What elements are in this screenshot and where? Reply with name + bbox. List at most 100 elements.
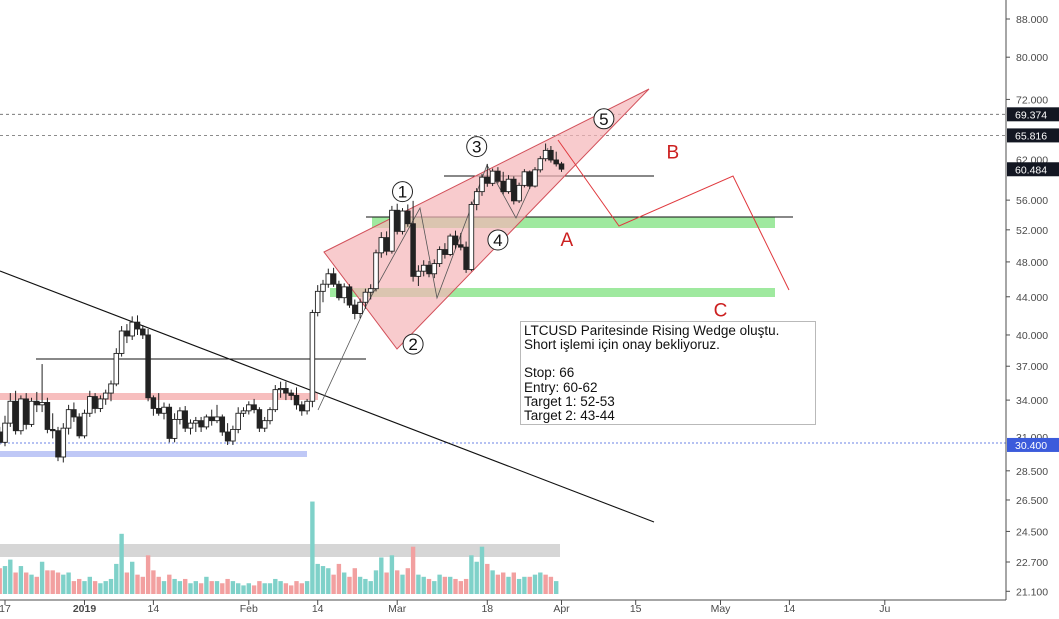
candle-body (309, 312, 316, 402)
candle-body (55, 430, 61, 458)
volume-bar (161, 581, 167, 594)
candle-body (341, 286, 347, 299)
y-tick-label: 21.100 (1016, 586, 1048, 598)
candle-body (261, 420, 268, 429)
y-tick-label: 37.000 (1016, 361, 1048, 373)
volume-bar (384, 572, 389, 594)
volume-bar (416, 574, 421, 594)
x-tick-label: 14 (784, 603, 796, 615)
volume-bar (241, 585, 246, 594)
candle-body (155, 407, 162, 414)
volume-bar (357, 576, 363, 594)
candle-body (325, 273, 332, 285)
candle-body (442, 249, 448, 255)
volume-bar (363, 578, 368, 594)
volume-bar (34, 576, 39, 594)
volume-bar (294, 581, 299, 594)
candle-body (71, 409, 77, 418)
volume-bar (395, 570, 400, 594)
volume-bar (61, 574, 66, 594)
volume-bar (193, 581, 198, 594)
wave-label-circle (487, 229, 509, 251)
candle-body (426, 264, 432, 275)
volume-bar (114, 563, 119, 594)
volume-bar (410, 546, 416, 594)
volume-bar (262, 583, 267, 594)
candle-body (373, 252, 379, 290)
candle-body (330, 273, 337, 285)
volume-bar (225, 578, 230, 594)
candle-body (431, 263, 438, 275)
candle-body (224, 431, 231, 442)
candle-body (383, 237, 390, 252)
y-tick-label: 80.000 (1016, 52, 1048, 64)
candle-body (272, 389, 279, 411)
candle-body (81, 412, 88, 437)
volume-bar (432, 581, 437, 594)
volume-bar (18, 566, 24, 594)
candle-body (161, 406, 167, 414)
volume-bar (304, 581, 310, 594)
candle-body (378, 237, 385, 254)
volume-bar (342, 572, 347, 594)
price-badge (1007, 128, 1059, 143)
projection-label-A: A (560, 230, 573, 251)
candle-body (521, 171, 528, 186)
candle-body (193, 420, 199, 424)
volume-bar (50, 570, 55, 594)
volume-bar (554, 581, 559, 594)
candle-body (49, 428, 56, 432)
candle-body (336, 283, 342, 299)
candle-body (145, 334, 151, 399)
wave-label-circle (392, 181, 413, 203)
candle-body (65, 409, 72, 429)
candle-body (484, 176, 491, 184)
volume-bar (347, 576, 352, 594)
y-tick-label: 40.000 (1016, 330, 1048, 342)
volume-bar (13, 572, 18, 594)
candle-body (473, 191, 480, 205)
wave-label-circle (402, 333, 424, 355)
x-tick-label: 18 (481, 603, 493, 615)
wave-path (317, 147, 549, 411)
volume-bar (156, 576, 161, 594)
volume-bar (426, 578, 432, 594)
volume-bar (39, 561, 45, 594)
candle-body (532, 169, 538, 187)
candle-body (251, 404, 257, 411)
candle-body (203, 416, 210, 428)
candle-body (92, 396, 98, 409)
candle-body (516, 184, 522, 202)
candle-body (346, 286, 353, 306)
candle-body (177, 410, 183, 420)
volume-bar (516, 578, 522, 594)
price-badge-label: 69.374 (1015, 109, 1047, 121)
x-tick-label: 17 (0, 603, 11, 615)
volume-bar (373, 570, 379, 594)
x-tick-label: May (711, 603, 732, 615)
volume-bar (135, 574, 140, 594)
candle-body (511, 178, 517, 202)
volume-bar (87, 576, 92, 594)
candle-body (420, 264, 427, 272)
candle-body (447, 235, 453, 255)
volume-gray-band (0, 544, 560, 557)
candle-body (537, 158, 544, 171)
candle-body (198, 420, 204, 428)
volume-bar (0, 568, 2, 594)
projection-label-B: B (666, 143, 679, 164)
volume-bar (289, 585, 294, 594)
candle-body (129, 321, 135, 337)
volume-bar (442, 576, 448, 594)
volume-bar (458, 581, 463, 594)
candle-body (240, 410, 247, 414)
volume-bar (320, 566, 326, 594)
candle-body (87, 396, 93, 414)
candle-body (256, 409, 263, 429)
wave-label-1: 1 (398, 183, 407, 202)
volume-bar (506, 576, 511, 594)
target-1-zone (372, 217, 775, 228)
candle-body (187, 422, 194, 429)
